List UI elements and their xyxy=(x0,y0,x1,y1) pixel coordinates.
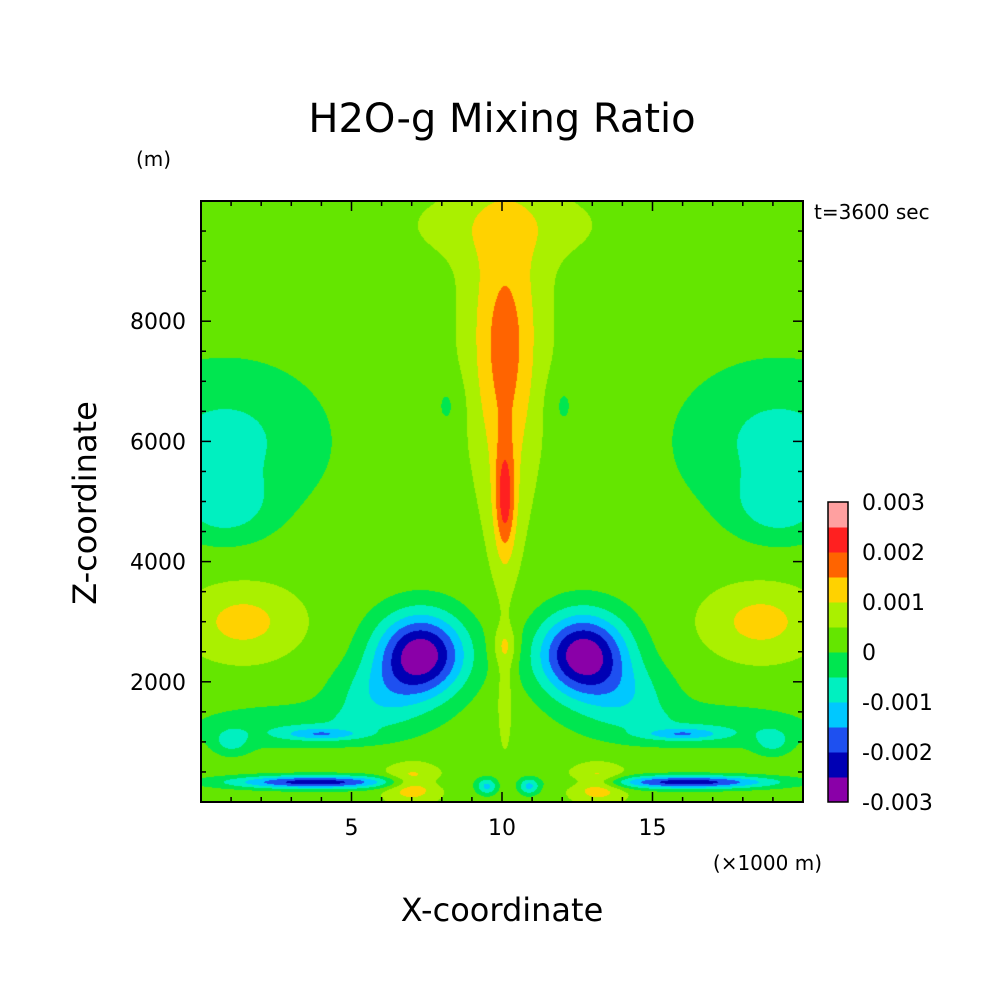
x-axis-tick-labels: 5 10 15 xyxy=(345,816,667,841)
colorbar-swatch xyxy=(828,752,848,778)
x-tick-label: 15 xyxy=(639,816,667,841)
colorbar-swatch xyxy=(828,677,848,703)
y-tick-label: 6000 xyxy=(130,430,186,455)
colorbar-swatch xyxy=(828,727,848,753)
colorbar-swatch xyxy=(828,502,848,528)
colorbar-label: 0 xyxy=(862,641,876,666)
colorbar-swatch xyxy=(828,627,848,653)
x-axis-ticks xyxy=(230,201,774,802)
colorbar-frame xyxy=(827,501,849,803)
x-axis-label: X-coordinate xyxy=(401,891,604,929)
colorbar xyxy=(827,501,849,803)
plot-area xyxy=(200,200,804,803)
x-tick-label: 5 xyxy=(345,816,359,841)
y-tick-label: 8000 xyxy=(130,310,186,335)
colorbar-swatch xyxy=(828,652,848,678)
colorbar-swatch xyxy=(828,577,848,603)
colorbar-swatch xyxy=(828,777,848,803)
y-unit-label: (m) xyxy=(136,147,171,171)
time-label: t=3600 sec xyxy=(814,200,930,224)
colorbar-swatch xyxy=(828,602,848,628)
y-axis-tick-labels: 2000 4000 6000 8000 xyxy=(130,310,186,696)
y-tick-label: 4000 xyxy=(130,551,186,576)
y-tick-label: 2000 xyxy=(130,671,186,696)
colorbar-label: 0.003 xyxy=(862,491,925,516)
y-axis-ticks xyxy=(201,230,803,773)
colorbar-label: -0.003 xyxy=(862,791,933,816)
y-axis-label: Z-coordinate xyxy=(66,401,104,605)
colorbar-swatch xyxy=(828,552,848,578)
colorbar-label: -0.001 xyxy=(862,691,933,716)
chart-title: H2O-g Mixing Ratio xyxy=(308,96,695,142)
colorbar-swatch xyxy=(828,527,848,553)
colorbar-label: -0.002 xyxy=(862,741,933,766)
x-unit-label: (×1000 m) xyxy=(713,851,822,875)
colorbar-swatch xyxy=(828,702,848,728)
colorbar-labels: -0.003 -0.002 -0.001 0 0.001 0.002 0.003 xyxy=(862,491,933,816)
colorbar-label: 0.002 xyxy=(862,541,925,566)
x-tick-label: 10 xyxy=(488,816,516,841)
colorbar-label: 0.001 xyxy=(862,591,925,616)
contour-field xyxy=(201,201,803,802)
